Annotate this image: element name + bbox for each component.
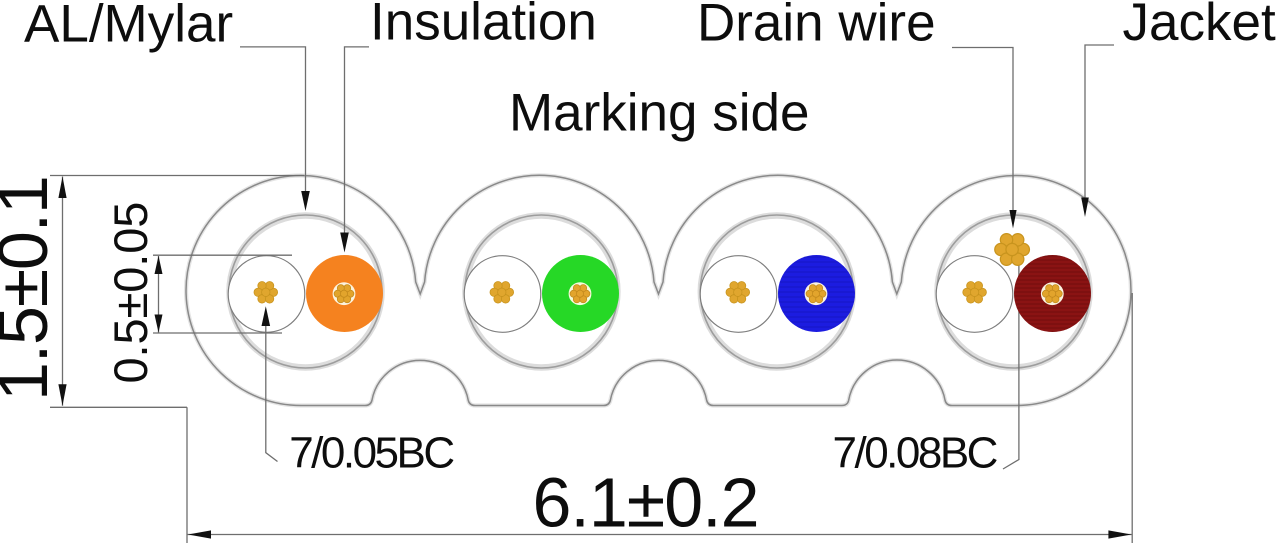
svg-text:AL/Mylar: AL/Mylar: [24, 0, 233, 54]
svg-text:Jacket: Jacket: [1123, 0, 1276, 52]
svg-text:7/0.08BC: 7/0.08BC: [833, 429, 998, 478]
svg-text:6.1±0.2: 6.1±0.2: [533, 463, 759, 541]
svg-text:1.5±0.1: 1.5±0.1: [0, 176, 62, 401]
svg-text:Insulation: Insulation: [370, 0, 597, 52]
svg-text:7/0.05BC: 7/0.05BC: [289, 428, 454, 477]
svg-text:0.5±0.05: 0.5±0.05: [104, 202, 157, 384]
svg-text:Drain wire: Drain wire: [697, 0, 936, 52]
svg-text:Marking side: Marking side: [509, 84, 809, 143]
